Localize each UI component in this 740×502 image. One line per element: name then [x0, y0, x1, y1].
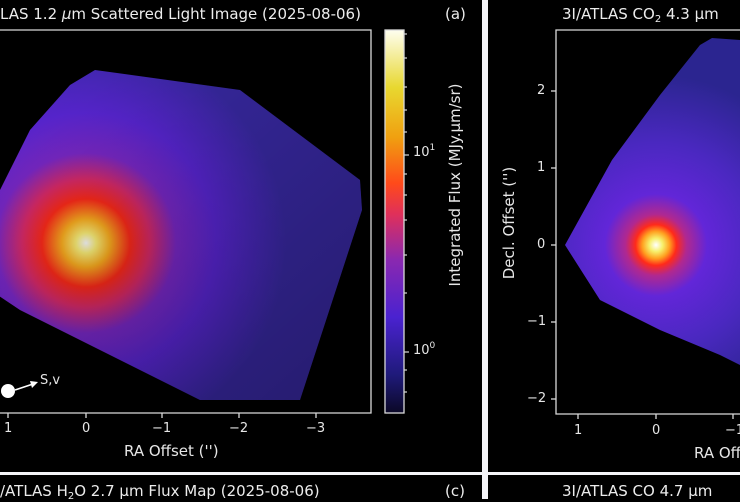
direction-label: S,v: [40, 373, 61, 388]
panel-b-xtick: 1: [574, 423, 583, 438]
panel-b-ytick: 0: [537, 237, 546, 252]
panel-b-title: 3I/ATLAS CO2 4.3 μm: [562, 5, 719, 25]
colorbar-label: Integrated Flux (MJy.μm/sr): [446, 83, 464, 287]
colorbar-tick-10-0: 100: [413, 341, 436, 358]
panel-a-xtick: −1: [152, 421, 172, 436]
panel-b-ticks: [551, 90, 734, 419]
panel-b-frame: [555, 29, 740, 415]
panel-divider-horizontal: [0, 472, 740, 475]
panel-b-xlabel: RA Off: [694, 444, 740, 462]
panel-b-ylabel: Decl. Offset (''): [500, 166, 518, 280]
panel-b-ytick: 2: [537, 83, 546, 98]
colorbar: [384, 29, 405, 414]
panel-a-letter: (a): [445, 5, 466, 23]
panel-b-ytick: −1: [527, 314, 547, 329]
panel-divider-vertical: [482, 0, 488, 499]
comet-marker-icon: [1, 384, 15, 398]
panel-a-xtick: −2: [229, 421, 249, 436]
scattered-light-image: [0, 70, 362, 400]
panel-a-xtick: −3: [306, 421, 326, 436]
panel-a-xtick: 0: [82, 421, 91, 436]
co2-flux-image: [565, 38, 740, 365]
direction-arrow-icon: [14, 383, 34, 391]
panel-d-title: 3I/ATLAS CO 4.7 μm: [562, 482, 713, 500]
panel-b-ytick: 1: [537, 160, 546, 175]
panel-b-ytick: −2: [527, 391, 547, 406]
colorbar-ticks: [404, 33, 409, 393]
panel-c-title: /ATLAS H2O 2.7 μm Flux Map (2025-08-06): [0, 482, 320, 502]
panel-a-title: LAS 1.2 μm Scattered Light Image (2025-0…: [0, 5, 361, 23]
panel-b-xtick: −1: [725, 423, 740, 438]
panel-c-letter: (c): [445, 482, 465, 500]
panel-b-xtick: 0: [652, 423, 661, 438]
panel-a-xticks: [7, 413, 317, 418]
panel-a-xtick: 1: [4, 421, 13, 436]
colorbar-tick-10-1: 101: [413, 143, 436, 160]
panel-a-frame: [0, 29, 372, 414]
panel-a-xlabel: RA Offset (''): [124, 442, 219, 460]
